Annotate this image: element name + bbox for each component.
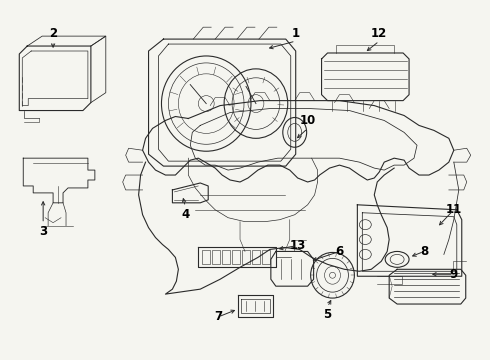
Bar — [212, 251, 220, 264]
Bar — [222, 251, 230, 264]
Text: 4: 4 — [181, 208, 190, 221]
Bar — [202, 251, 210, 264]
Bar — [262, 251, 270, 264]
Text: 13: 13 — [290, 239, 306, 252]
Text: 8: 8 — [420, 245, 428, 258]
Bar — [242, 251, 250, 264]
Text: 7: 7 — [214, 310, 222, 323]
Text: 11: 11 — [446, 203, 462, 216]
Text: 5: 5 — [323, 309, 332, 321]
Text: 2: 2 — [49, 27, 57, 40]
Text: 9: 9 — [450, 268, 458, 281]
Text: 12: 12 — [371, 27, 388, 40]
Text: 1: 1 — [292, 27, 300, 40]
Text: 6: 6 — [335, 245, 343, 258]
Bar — [232, 251, 240, 264]
Text: 3: 3 — [39, 225, 47, 238]
Text: 10: 10 — [299, 114, 316, 127]
Bar — [252, 251, 260, 264]
